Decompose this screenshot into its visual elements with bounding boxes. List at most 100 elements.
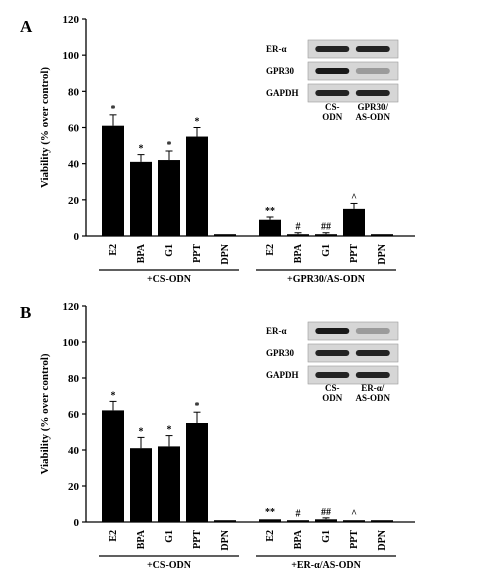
- significance-mark: **: [265, 507, 275, 518]
- significance-mark: ^: [351, 192, 357, 203]
- bar: [214, 520, 236, 522]
- y-tick-label: 20: [68, 481, 80, 493]
- bar: [186, 423, 208, 522]
- bar: [130, 448, 152, 522]
- y-tick-label: 20: [68, 195, 80, 207]
- x-tick-label: BPA: [136, 529, 147, 549]
- blot-band: [355, 68, 390, 74]
- bar: [343, 208, 365, 236]
- bar: [158, 446, 180, 522]
- x-tick-label: PPT: [349, 244, 360, 263]
- significance-mark: *: [139, 426, 144, 437]
- x-tick-label: PPT: [192, 244, 203, 263]
- blot-lane-label: GPR30/: [358, 102, 389, 112]
- blot-lane-label: AS-ODN: [356, 112, 391, 122]
- x-tick-label: G1: [321, 244, 332, 257]
- x-tick-label: PPT: [349, 530, 360, 549]
- y-tick-label: 120: [63, 301, 80, 313]
- significance-mark: *: [139, 144, 144, 155]
- y-axis-label: Viability (% over control): [39, 67, 51, 188]
- bar: [158, 160, 180, 236]
- blot-band: [315, 68, 350, 74]
- x-tick-label: DPN: [377, 243, 388, 264]
- bar: [259, 519, 281, 522]
- panel-letter: A: [20, 17, 33, 36]
- y-tick-label: 120: [63, 14, 80, 26]
- bar: [343, 520, 365, 522]
- significance-mark: #: [296, 222, 301, 233]
- blot-row-label: ER-α: [266, 44, 287, 54]
- significance-mark: *: [111, 104, 116, 115]
- blot-strip: [307, 83, 399, 103]
- bar: [315, 234, 337, 236]
- blot-band: [315, 46, 350, 52]
- blot-lane-label: ODN: [322, 393, 343, 403]
- y-axis-label: Viability (% over control): [39, 353, 51, 474]
- blot-band: [355, 350, 390, 356]
- x-tick-label: DPN: [377, 529, 388, 550]
- y-tick-label: 100: [63, 337, 80, 349]
- bar: [186, 136, 208, 236]
- significance-mark: #: [296, 508, 301, 519]
- x-tick-label: E2: [265, 530, 276, 542]
- x-tick-label: G1: [164, 244, 175, 257]
- panel-b: B Viability (% over control) 0 20 40 60 80 100 1…: [20, 301, 415, 571]
- y-tick-label: 0: [74, 231, 80, 243]
- blot-row-label: GPR30: [266, 66, 294, 76]
- group-label: +CS-ODN: [147, 560, 192, 571]
- blot-band: [355, 372, 390, 378]
- blot-lane-label: AS-ODN: [356, 393, 391, 403]
- x-tick-label: E2: [265, 244, 276, 256]
- y-tick-label: 0: [74, 517, 80, 529]
- bar: [287, 520, 309, 522]
- blot-band: [355, 46, 390, 52]
- significance-mark: *: [111, 390, 116, 401]
- y-tick-label: 40: [68, 159, 80, 171]
- y-tick-label: 60: [68, 409, 80, 421]
- bar: [102, 125, 124, 236]
- x-tick-label: BPA: [293, 243, 304, 263]
- blot-row-label: GPR30: [266, 348, 294, 358]
- blot-row-label: ER-α: [266, 326, 287, 336]
- blot-band: [315, 350, 350, 356]
- group-label: +GPR30/AS-ODN: [287, 274, 366, 285]
- y-tick-label: 60: [68, 123, 80, 135]
- bar: [259, 219, 281, 236]
- panel-a: A Viability (% over control) 0 20 40 60 80 100 1…: [20, 14, 415, 285]
- significance-mark: **: [265, 206, 275, 217]
- x-tick-label: BPA: [293, 529, 304, 549]
- panel-letter: B: [20, 303, 31, 322]
- significance-mark: ^: [351, 508, 357, 519]
- blot-band: [355, 328, 390, 334]
- significance-mark: *: [195, 117, 200, 128]
- blot-strip: [307, 39, 399, 59]
- x-tick-label: PPT: [192, 530, 203, 549]
- bar: [371, 520, 393, 522]
- blot-band: [315, 328, 350, 334]
- group-label: +ER-α/AS-ODN: [291, 560, 361, 571]
- blot-band: [355, 90, 390, 96]
- y-tick-label: 80: [68, 86, 80, 98]
- y-tick-label: 100: [63, 50, 80, 62]
- x-tick-label: DPN: [220, 529, 231, 550]
- significance-mark: ##: [321, 222, 331, 233]
- x-tick-label: E2: [108, 244, 119, 256]
- blot-lane-label: ODN: [322, 112, 343, 122]
- bar: [371, 234, 393, 236]
- bar: [287, 234, 309, 236]
- significance-mark: *: [167, 425, 172, 436]
- blot-strip: [307, 61, 399, 81]
- bar: [130, 161, 152, 236]
- significance-mark: *: [195, 401, 200, 412]
- x-tick-label: E2: [108, 530, 119, 542]
- x-tick-label: G1: [164, 530, 175, 543]
- bar: [315, 519, 337, 522]
- x-tick-label: G1: [321, 530, 332, 543]
- bar: [102, 410, 124, 522]
- blot-row-label: GAPDH: [266, 370, 299, 380]
- blot-lane-label: ER-α/: [361, 383, 385, 393]
- group-label: +CS-ODN: [147, 274, 192, 285]
- significance-mark: *: [167, 140, 172, 151]
- blot-band: [315, 90, 350, 96]
